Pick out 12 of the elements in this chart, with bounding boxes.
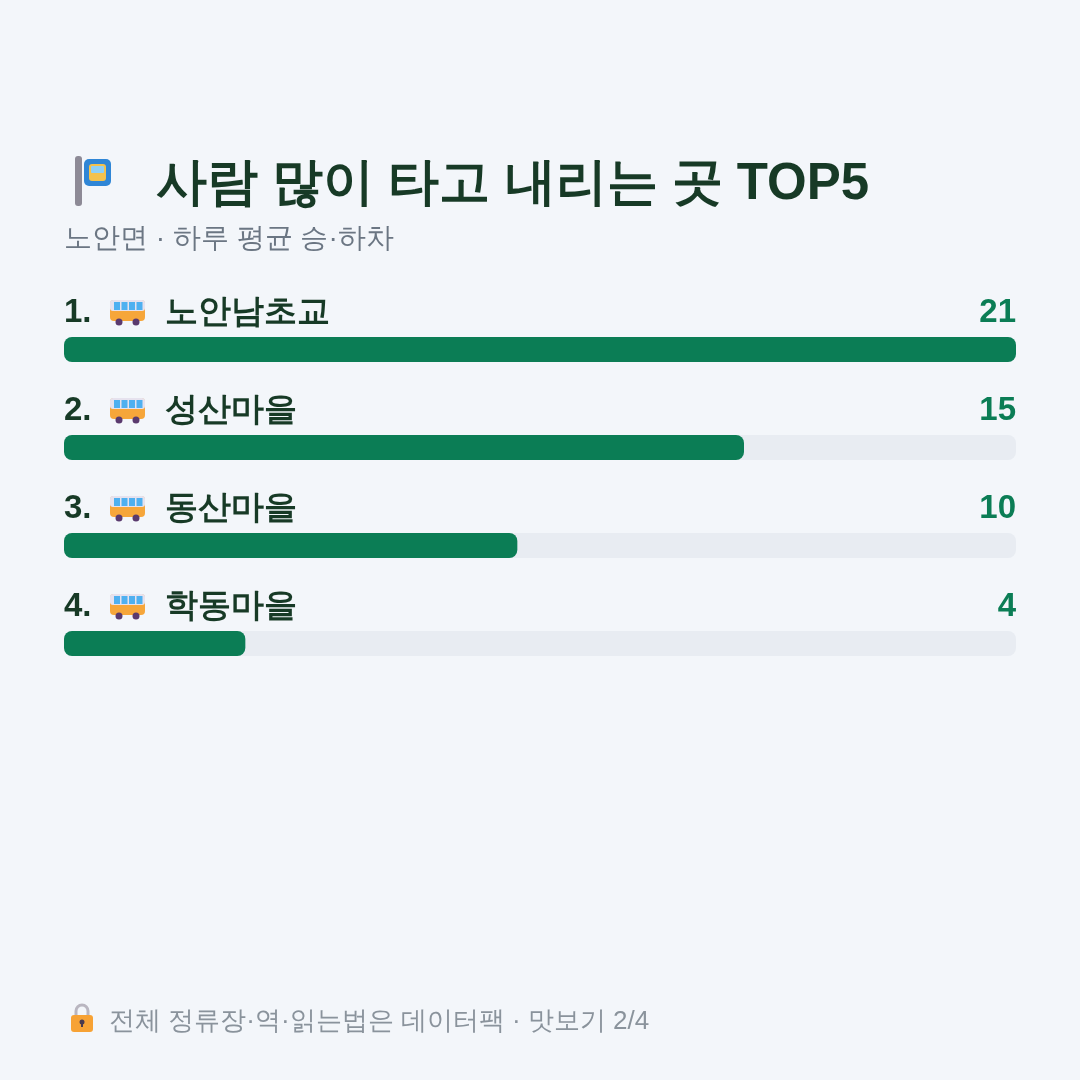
text: 전체 정류장·역·읽는법은 데이터팩 · 맛보기 2/4 xyxy=(109,1005,650,1035)
data-label: 4 xyxy=(997,586,1017,623)
data-label: 10 xyxy=(979,488,1016,525)
bar xyxy=(64,631,246,656)
data-label: 15 xyxy=(979,390,1016,427)
category-label: 4. 학동마을 xyxy=(64,586,297,623)
category-label: 2. 성산마을 xyxy=(64,390,297,427)
chart-subtitle: 노안면 · 하루 평균 승·하차 xyxy=(64,222,394,253)
chart-title: 사람 많이 타고 내리는 곳 TOP5 xyxy=(156,153,870,210)
category-label: 3. 동산마을 xyxy=(64,488,297,525)
data-label: 21 xyxy=(979,292,1016,329)
category-label: 1. 노안남초교 xyxy=(64,292,330,329)
